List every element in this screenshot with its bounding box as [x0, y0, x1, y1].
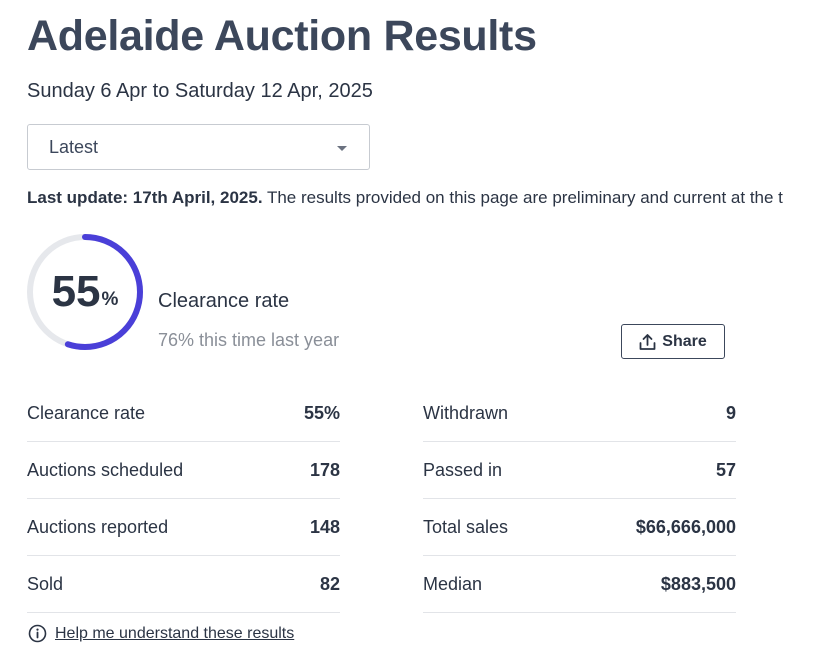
stat-label: Median: [423, 573, 483, 594]
info-icon: [28, 624, 47, 643]
stat-value: 148: [309, 516, 340, 537]
stat-row: Passed in 57: [423, 442, 736, 499]
stat-value: 178: [309, 459, 340, 480]
stat-value: $883,500: [660, 573, 736, 594]
share-button[interactable]: Share: [621, 324, 725, 359]
last-update-date: Last update: 17th April, 2025.: [27, 188, 263, 207]
clearance-rate-last-year: 76% this time last year: [158, 330, 340, 350]
last-update-text: The results provided on this page are pr…: [262, 188, 783, 207]
stat-row: Median $883,500: [423, 556, 736, 613]
gauge-unit: %: [101, 289, 119, 310]
gauge-value: 55: [51, 267, 101, 316]
stat-row: Sold 82: [27, 556, 340, 613]
stat-row: Total sales $66,666,000: [423, 499, 736, 556]
stat-row: Clearance rate 55%: [27, 385, 340, 442]
stat-value: 57: [715, 459, 736, 480]
page-title: Adelaide Auction Results: [27, 12, 537, 60]
stats-right: Withdrawn 9 Passed in 57 Total sales $66…: [423, 385, 736, 613]
stat-row: Auctions reported 148: [27, 499, 340, 556]
stat-value: 9: [725, 402, 736, 423]
clearance-rate-label: Clearance rate: [158, 290, 290, 312]
period-select[interactable]: Latest: [27, 124, 370, 170]
stat-label: Sold: [27, 573, 64, 594]
stat-value: 55%: [303, 402, 340, 423]
stat-label: Auctions scheduled: [27, 459, 184, 480]
share-label: Share: [662, 332, 707, 350]
last-update-note: Last update: 17th April, 2025. The resul…: [27, 188, 830, 208]
stat-label: Passed in: [423, 459, 503, 480]
caret-down-icon: [337, 146, 347, 151]
period-select-value: Latest: [49, 137, 99, 157]
gauge-label: 55 %: [26, 233, 144, 351]
date-range: Sunday 6 Apr to Saturday 12 Apr, 2025: [27, 80, 373, 102]
stat-label: Total sales: [423, 516, 509, 537]
gauge-ring: [27, 234, 143, 350]
clearance-rate-gauge: 55 %: [26, 233, 144, 351]
gauge-progress-arc: [27, 234, 143, 350]
stat-value: 82: [319, 573, 340, 594]
help-section: Help me understand these results: [28, 624, 294, 643]
help-link[interactable]: Help me understand these results: [55, 624, 295, 642]
stat-label: Auctions reported: [27, 516, 169, 537]
stat-label: Withdrawn: [423, 402, 509, 423]
stat-row: Withdrawn 9: [423, 385, 736, 442]
stats-left: Clearance rate 55% Auctions scheduled 17…: [27, 385, 340, 613]
share-icon: [639, 333, 656, 350]
stat-row: Auctions scheduled 178: [27, 442, 340, 499]
stat-label: Clearance rate: [27, 402, 146, 423]
stat-value: $66,666,000: [635, 516, 736, 537]
